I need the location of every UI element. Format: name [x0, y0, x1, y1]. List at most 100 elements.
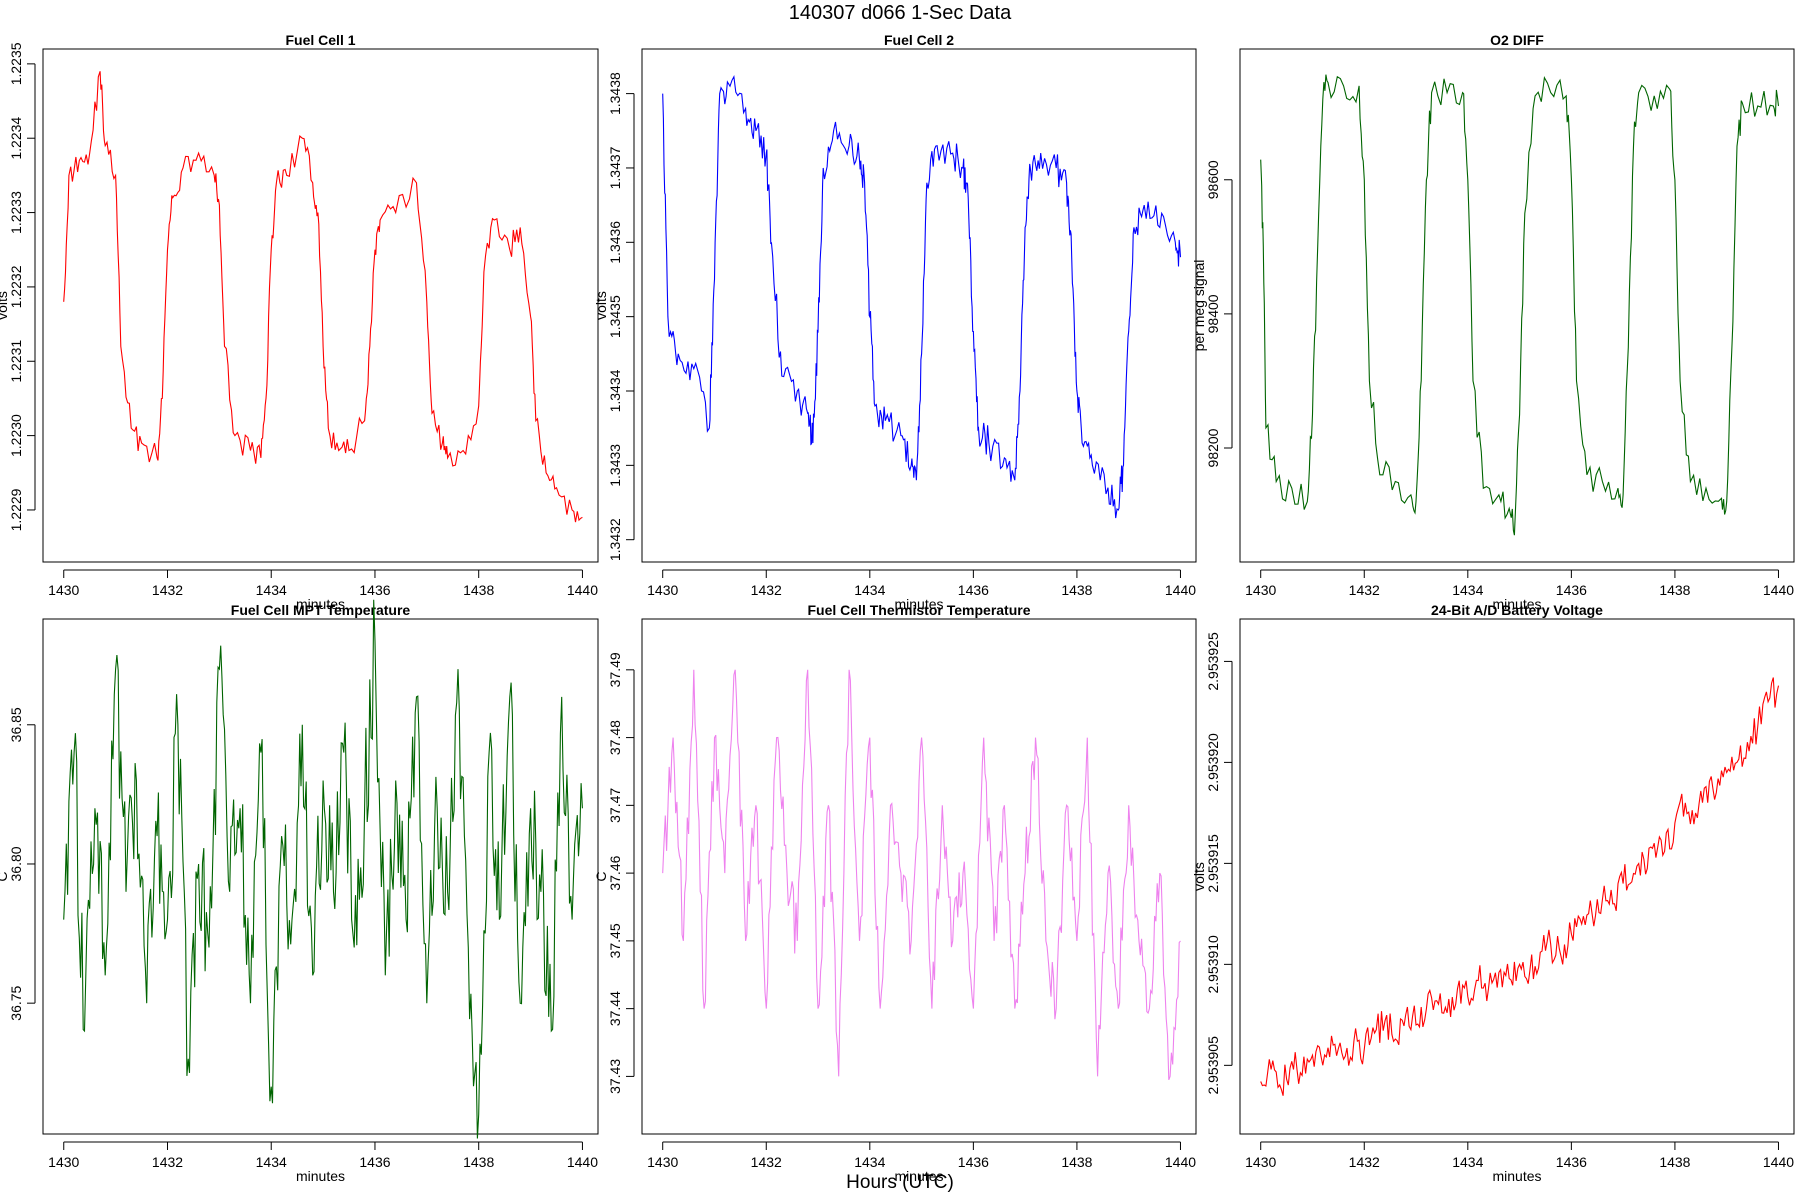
y-tick-label: 2.953915	[1205, 834, 1221, 893]
chart-title: 24-Bit A/D Battery Voltage	[1431, 602, 1603, 618]
y-tick-label: 1.3438	[607, 72, 623, 115]
x-tick-label: 1430	[1245, 582, 1276, 598]
y-axis-label: C	[593, 871, 609, 881]
chart-panel-4: Fuel Cell MPT Temperature 1430 1432 1434 143…	[0, 599, 599, 1184]
chart-title: Fuel Cell Thermistor Temperature	[807, 602, 1030, 618]
y-tick-label: 1.3436	[607, 221, 623, 264]
x-tick-label: 1436	[958, 582, 989, 598]
y-axis-label: volts	[1191, 862, 1207, 891]
plot-frame	[42, 618, 599, 1135]
y-tick-label: 1.2234	[8, 117, 24, 160]
x-tick-label: 1440	[1763, 1154, 1794, 1170]
x-tick-label: 1432	[751, 582, 782, 598]
y-tick-label: 37.47	[607, 788, 623, 823]
y-tick-label: 1.3435	[607, 295, 623, 338]
plot-frame	[42, 48, 599, 563]
y-axis-label: C	[0, 871, 10, 881]
chart-panel-3: O2 DIFF 1430 1432 1434 1436 1438 1440 minutes 98…	[1191, 32, 1795, 612]
x-tick-label: 1436	[1556, 1154, 1587, 1170]
y-tick-label: 37.48	[607, 720, 623, 755]
x-axis-label: minutes	[894, 596, 943, 612]
x-tick-label: 1438	[1659, 1154, 1690, 1170]
x-tick-label: 1436	[1556, 582, 1587, 598]
y-tick-label: 2.953905	[1205, 1036, 1221, 1095]
chart-title: Fuel Cell MPT Temperature	[231, 602, 411, 618]
series-line	[1260, 74, 1780, 536]
x-tick-label: 1432	[152, 1154, 183, 1170]
x-axis-label: minutes	[296, 1168, 345, 1184]
y-tick-label: 36.80	[8, 846, 24, 881]
series-line	[63, 71, 583, 523]
x-tick-label: 1434	[854, 582, 885, 598]
y-tick-label: 1.2235	[8, 42, 24, 85]
x-tick-label: 1438	[463, 582, 494, 598]
y-tick-label: 1.2233	[8, 191, 24, 234]
x-tick-label: 1440	[1165, 582, 1196, 598]
x-tick-label: 1440	[567, 1154, 598, 1170]
y-tick-label: 1.2232	[8, 265, 24, 308]
x-axis-label: minutes	[1492, 1168, 1541, 1184]
y-axis-label: volts	[0, 291, 10, 320]
x-tick-label: 1436	[359, 1154, 390, 1170]
x-tick-label: 1432	[152, 582, 183, 598]
x-tick-label: 1434	[1452, 582, 1483, 598]
y-tick-label: 98200	[1205, 428, 1221, 467]
y-axis-label: volts	[593, 291, 609, 320]
x-tick-label: 1438	[1659, 582, 1690, 598]
x-tick-label: 1438	[1061, 1154, 1092, 1170]
x-tick-label: 1430	[647, 1154, 678, 1170]
figure-xlabel: Hours (UTC)	[846, 1172, 954, 1193]
plot-frame	[641, 48, 1197, 563]
y-tick-label: 37.46	[607, 855, 623, 890]
chart-panel-6: 24-Bit A/D Battery Voltage 1430 1432 1434 14…	[1191, 602, 1795, 1184]
x-tick-label: 1430	[48, 582, 79, 598]
y-tick-label: 2.953920	[1205, 733, 1221, 792]
x-tick-label: 1438	[463, 1154, 494, 1170]
y-tick-label: 1.3437	[607, 146, 623, 189]
x-tick-label: 1430	[1245, 1154, 1276, 1170]
x-axis-label: minutes	[894, 1168, 943, 1184]
y-tick-label: 1.2231	[8, 340, 24, 383]
y-tick-label: 1.2229	[8, 488, 24, 531]
x-tick-label: 1434	[1452, 1154, 1483, 1170]
series-line	[1260, 677, 1780, 1096]
x-tick-label: 1440	[1165, 1154, 1196, 1170]
y-tick-label: 98600	[1205, 160, 1221, 199]
plot-frame	[1239, 618, 1795, 1135]
series-line	[662, 75, 1182, 519]
x-tick-label: 1436	[958, 1154, 989, 1170]
chart-panel-1: Fuel Cell 1 1430 1432 1434 1436 1438 1440 minut…	[0, 32, 599, 612]
x-axis-label: minutes	[296, 596, 345, 612]
y-tick-label: 2.953910	[1205, 935, 1221, 994]
chart-panel-5: Fuel Cell Thermistor Temperature 1430 1432…	[593, 602, 1197, 1184]
y-tick-label: 1.3432	[607, 518, 623, 561]
x-tick-label: 1440	[1763, 582, 1794, 598]
y-tick-label: 2.953925	[1205, 632, 1221, 691]
x-tick-label: 1432	[1349, 1154, 1380, 1170]
chart-title: O2 DIFF	[1490, 32, 1544, 48]
x-tick-label: 1436	[359, 582, 390, 598]
plot-frame	[641, 618, 1197, 1135]
x-tick-label: 1430	[48, 1154, 79, 1170]
plot-frame	[1239, 48, 1795, 563]
y-tick-label: 1.3434	[607, 369, 623, 412]
series-line	[662, 669, 1181, 1080]
y-tick-label: 1.2230	[8, 414, 24, 457]
x-tick-label: 1434	[256, 1154, 287, 1170]
figure-title: 140307 d066 1-Sec Data	[788, 2, 1012, 24]
x-tick-label: 1440	[567, 582, 598, 598]
y-tick-label: 37.43	[607, 1059, 623, 1094]
x-tick-label: 1434	[854, 1154, 885, 1170]
y-tick-label: 37.44	[607, 991, 623, 1026]
y-tick-label: 1.3433	[607, 444, 623, 487]
y-tick-label: 37.49	[607, 652, 623, 687]
x-axis-label: minutes	[1492, 596, 1541, 612]
y-tick-label: 36.75	[8, 985, 24, 1020]
x-tick-label: 1432	[751, 1154, 782, 1170]
x-tick-label: 1432	[1349, 582, 1380, 598]
y-tick-label: 98400	[1205, 294, 1221, 333]
y-tick-label: 36.85	[8, 707, 24, 742]
series-line	[63, 599, 583, 1139]
chart-title: Fuel Cell 2	[884, 32, 954, 48]
